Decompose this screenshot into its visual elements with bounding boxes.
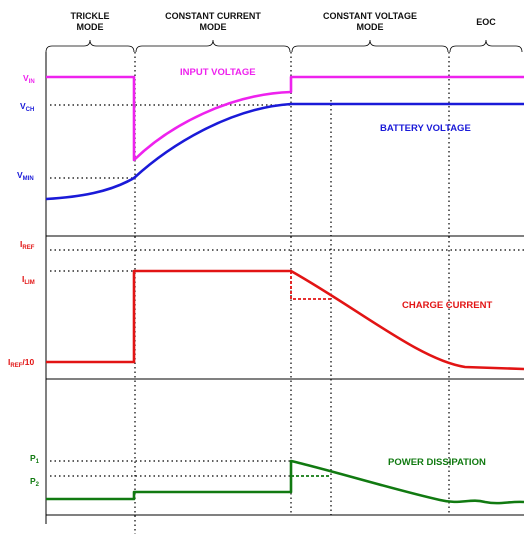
label-vin: VIN bbox=[23, 73, 35, 85]
phase-eoc-line1: EOC bbox=[476, 17, 496, 27]
label-vmin: VMIN bbox=[17, 170, 34, 182]
label-ilim: ILIM bbox=[22, 274, 35, 286]
power-dissipation-curve bbox=[46, 459, 524, 505]
bracket-constant-voltage bbox=[291, 39, 449, 53]
label-p2: P2 bbox=[30, 476, 40, 488]
power-axis-labels: P1 P2 bbox=[30, 453, 40, 488]
dotted-guides bbox=[50, 52, 524, 534]
charge-current-step bbox=[290, 271, 331, 300]
battery-voltage-label: BATTERY VOLTAGE bbox=[380, 123, 471, 134]
phase-cv-line2: MODE bbox=[357, 22, 384, 32]
bracket-trickle bbox=[45, 39, 135, 53]
phase-labels: TRICKLE MODE CONSTANT CURRENT MODE CONST… bbox=[71, 11, 497, 32]
phase-cv-line1: CONSTANT VOLTAGE bbox=[323, 11, 417, 21]
power-dissipation-label: POWER DISSIPATION bbox=[388, 457, 486, 468]
battery-voltage-curve bbox=[45, 102, 524, 201]
panel-frames bbox=[45, 52, 524, 524]
input-voltage-curve bbox=[46, 75, 524, 162]
phase-brackets bbox=[45, 39, 523, 53]
bracket-eoc bbox=[449, 39, 523, 53]
charge-current-curve bbox=[46, 269, 524, 371]
input-voltage-label: INPUT VOLTAGE bbox=[180, 67, 256, 78]
label-p1: P1 bbox=[30, 453, 40, 465]
current-axis-labels: IREF ILIM IREF/10 bbox=[8, 239, 35, 369]
voltage-axis-labels: VIN VCH VMIN bbox=[17, 73, 35, 182]
label-iref: IREF bbox=[20, 239, 35, 251]
charge-current-label: CHARGE CURRENT bbox=[402, 300, 492, 311]
label-vch: VCH bbox=[20, 101, 34, 113]
label-iref-div10: IREF/10 bbox=[8, 357, 34, 369]
phase-trickle-line1: TRICKLE bbox=[71, 11, 110, 21]
phase-trickle-line2: MODE bbox=[77, 22, 104, 32]
curves bbox=[45, 75, 524, 505]
phase-cc-line1: CONSTANT CURRENT bbox=[165, 11, 261, 21]
bracket-constant-current bbox=[135, 39, 291, 53]
phase-cc-line2: MODE bbox=[200, 22, 227, 32]
